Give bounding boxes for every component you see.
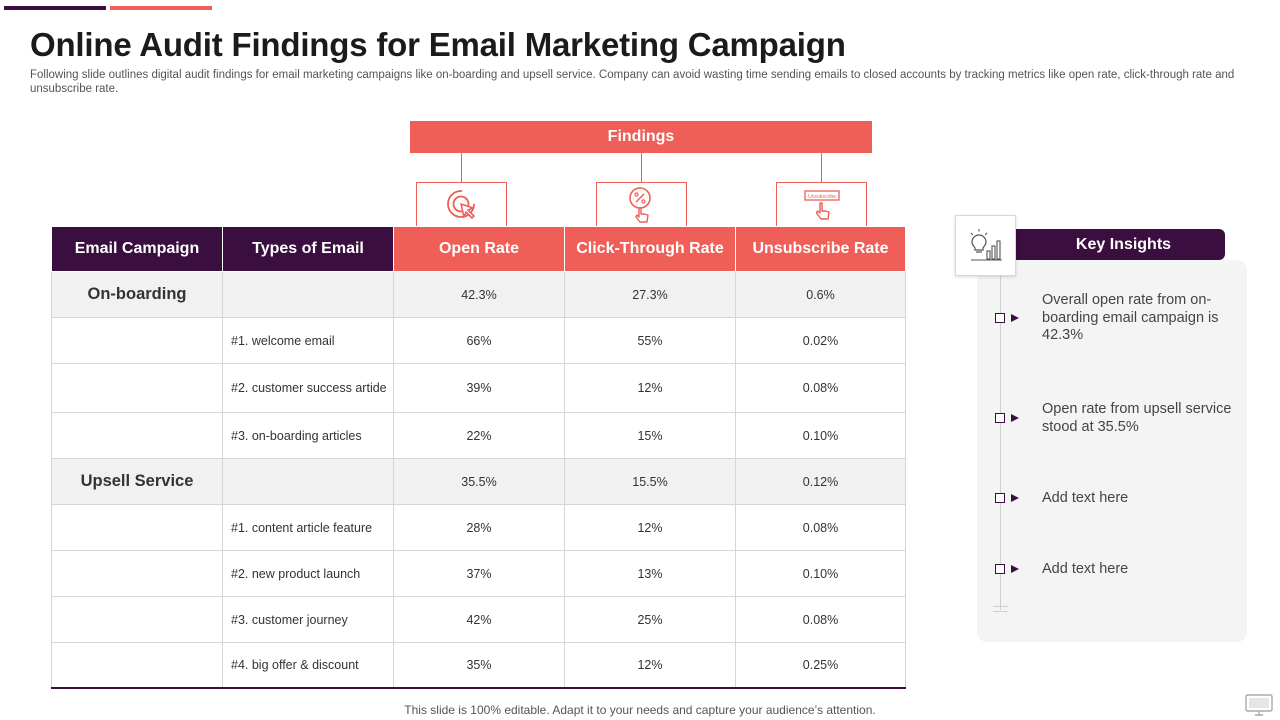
ctr-value: 25%	[564, 596, 736, 643]
email-type	[222, 458, 394, 505]
empty-cell	[51, 363, 223, 413]
unsubscribe-tap-icon: Unsubscribe	[803, 189, 840, 220]
table-row: #3. on-boarding articles 22% 15% 0.10%	[51, 412, 906, 459]
header-types-of-email: Types of Email	[222, 226, 394, 272]
ctr-value: 12%	[564, 363, 736, 413]
timeline-line	[1000, 276, 1001, 610]
insight-item: Overall open rate from on-boarding email…	[1042, 292, 1219, 343]
bullet-marker	[995, 493, 1005, 503]
findings-banner: Findings	[410, 121, 872, 153]
table-row: #3. customer journey 42% 25% 0.08%	[51, 596, 906, 643]
unsubscribe-value: 0.08%	[735, 363, 906, 413]
campaign-name: On-boarding	[51, 271, 223, 318]
open-rate-value: 35.5%	[393, 458, 565, 505]
key-insights-title: Key Insights	[1075, 235, 1172, 253]
open-rate-value: 42.3%	[393, 271, 565, 318]
monitor-icon	[1245, 694, 1273, 716]
table-row: #2. new product launch 37% 13% 0.10%	[51, 550, 906, 597]
empty-cell	[51, 642, 223, 688]
timeline-end-mark	[993, 606, 1008, 607]
table-header-row: Email Campaign Types of Email Open Rate …	[51, 226, 906, 272]
unsubscribe-icon-text: Unsubscribe	[808, 193, 836, 199]
ctr-value: 12%	[564, 504, 736, 551]
insight-item: Add text here	[1042, 561, 1129, 577]
email-type: #2. customer success artide	[222, 363, 394, 413]
connector-line	[641, 153, 642, 182]
page-subtitle: Following slide outlines digital audit f…	[30, 69, 1235, 95]
unsubscribe-value: 0.25%	[735, 642, 906, 688]
email-type: #1. content article feature	[222, 504, 394, 551]
header-click-through-rate: Click-Through Rate	[564, 226, 736, 272]
bullet-arrow-icon	[1011, 565, 1019, 573]
ctr-value: 15%	[564, 412, 736, 459]
cursor-target-icon	[446, 189, 475, 219]
unsubscribe-value: 0.02%	[735, 317, 906, 364]
bullet-marker	[995, 313, 1005, 323]
connector-line	[821, 153, 822, 182]
campaign-name: Upsell Service	[51, 458, 223, 505]
ctr-value: 55%	[564, 317, 736, 364]
bullet-arrow-icon	[1011, 314, 1019, 322]
idea-chart-icon	[970, 228, 1002, 261]
bullet-arrow-icon	[1011, 494, 1019, 502]
findings-label: Findings	[607, 128, 675, 145]
email-type: #4. big offer & discount	[222, 642, 394, 688]
ctr-value: 27.3%	[564, 271, 736, 318]
open-rate-value: 22%	[393, 412, 565, 459]
footer-note: This slide is 100% editable. Adapt it to…	[404, 703, 876, 717]
empty-cell	[51, 317, 223, 364]
unsubscribe-value: 0.10%	[735, 412, 906, 459]
email-type: #2. new product launch	[222, 550, 394, 597]
key-insights-icon-box	[955, 215, 1016, 276]
open-rate-value: 66%	[393, 317, 565, 364]
header-unsubscribe-rate: Unsubscribe Rate	[735, 226, 906, 272]
audit-findings-table: Email Campaign Types of Email Open Rate …	[51, 226, 906, 689]
email-type: #3. on-boarding articles	[222, 412, 394, 459]
top-accent-bar-coral	[110, 6, 212, 10]
timeline-end-mark	[993, 611, 1008, 612]
unsubscribe-value: 0.08%	[735, 504, 906, 551]
unsubscribe-value: 0.12%	[735, 458, 906, 505]
email-type: #3. customer journey	[222, 596, 394, 643]
header-open-rate: Open Rate	[393, 226, 565, 272]
insight-item: Open rate from upsell service stood at 3…	[1042, 401, 1232, 435]
open-rate-value: 37%	[393, 550, 565, 597]
email-type	[222, 271, 394, 318]
ctr-value: 12%	[564, 642, 736, 688]
empty-cell	[51, 550, 223, 597]
bullet-arrow-icon	[1011, 414, 1019, 422]
open-rate-icon-box	[416, 182, 507, 226]
key-insights-header: Key Insights	[1010, 229, 1225, 260]
unsubscribe-value: 0.08%	[735, 596, 906, 643]
unsubscribe-icon-box: Unsubscribe	[776, 182, 867, 226]
header-email-campaign: Email Campaign	[51, 226, 223, 272]
table-row: #4. big offer & discount 35% 12% 0.25%	[51, 642, 906, 688]
unsubscribe-value: 0.6%	[735, 271, 906, 318]
empty-cell	[51, 504, 223, 551]
email-type: #1. welcome email	[222, 317, 394, 364]
key-insights-panel	[977, 260, 1247, 642]
table-row-group-onboarding: On-boarding 42.3% 27.3% 0.6%	[51, 271, 906, 318]
insight-item: Add text here	[1042, 490, 1129, 506]
table-row: #2. customer success artide 39% 12% 0.08…	[51, 363, 906, 413]
percent-tap-icon	[628, 186, 651, 223]
open-rate-value: 35%	[393, 642, 565, 688]
bullet-marker	[995, 413, 1005, 423]
bullet-marker	[995, 564, 1005, 574]
open-rate-value: 39%	[393, 363, 565, 413]
table-row: #1. content article feature 28% 12% 0.08…	[51, 504, 906, 551]
unsubscribe-value: 0.10%	[735, 550, 906, 597]
ctr-value: 13%	[564, 550, 736, 597]
page-title: Online Audit Findings for Email Marketin…	[30, 26, 846, 63]
ctr-value: 15.5%	[564, 458, 736, 505]
empty-cell	[51, 412, 223, 459]
connector-line	[461, 153, 462, 182]
top-accent-bar-dark	[4, 6, 106, 10]
open-rate-value: 42%	[393, 596, 565, 643]
table-row-group-upsell: Upsell Service 35.5% 15.5% 0.12%	[51, 458, 906, 505]
empty-cell	[51, 596, 223, 643]
table-row: #1. welcome email 66% 55% 0.02%	[51, 317, 906, 364]
open-rate-value: 28%	[393, 504, 565, 551]
click-through-icon-box	[596, 182, 687, 226]
